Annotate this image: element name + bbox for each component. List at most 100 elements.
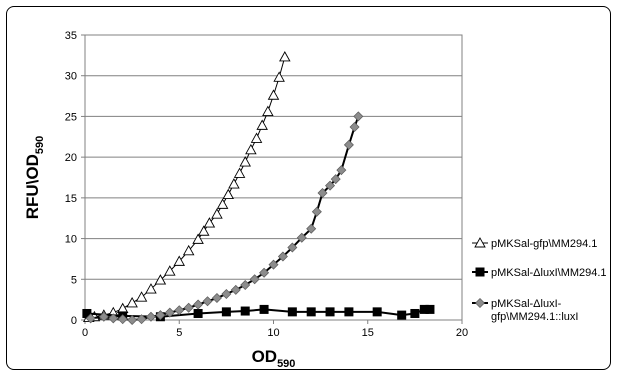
data-point bbox=[336, 165, 347, 176]
data-point bbox=[108, 313, 119, 324]
data-point bbox=[155, 310, 166, 321]
x-axis: 0 5 10 15 20 bbox=[82, 319, 468, 339]
data-point bbox=[193, 308, 203, 318]
data-point bbox=[222, 188, 235, 200]
data-point bbox=[164, 265, 176, 276]
plot-area: 0 5 10 15 20 25 30 35 0 5 10 15 20 bbox=[65, 30, 468, 339]
data-point bbox=[267, 89, 280, 100]
series-1 bbox=[83, 51, 291, 323]
data-point bbox=[277, 251, 288, 262]
x-tick-label: 0 bbox=[82, 327, 88, 339]
data-point bbox=[197, 225, 210, 236]
data-point bbox=[306, 307, 316, 317]
data-point bbox=[419, 304, 429, 314]
y-axis: 0 5 10 15 20 25 30 35 bbox=[65, 30, 85, 327]
data-point bbox=[193, 299, 204, 310]
x-axis-title: OD590 bbox=[252, 347, 296, 370]
legend-marker bbox=[475, 267, 485, 277]
legend-label-line: gfp\MM294.1::luxI bbox=[491, 311, 578, 323]
data-point bbox=[126, 296, 138, 308]
legend-label-line: pMKSal-ΔluxI\MM294.1 bbox=[491, 267, 607, 279]
data-point bbox=[154, 274, 167, 285]
data-point bbox=[250, 132, 263, 143]
legend-label: pMKSal-ΔluxI-gfp\MM294.1::luxI bbox=[491, 298, 578, 323]
y-axis-title-main: RFU\OD bbox=[23, 154, 42, 219]
legend: pMKSal-gfp\MM294.1 pMKSal-ΔluxI\MM294.1 pM… bbox=[472, 237, 607, 323]
y-tick-label: 10 bbox=[65, 234, 77, 246]
x-axis-title-sub: 590 bbox=[277, 358, 295, 370]
legend-item-2: pMKSal-ΔluxI\MM294.1 bbox=[472, 267, 607, 279]
data-point bbox=[211, 293, 222, 304]
data-point bbox=[182, 244, 195, 256]
data-point bbox=[343, 139, 354, 150]
data-point bbox=[233, 167, 246, 178]
data-point bbox=[221, 288, 232, 299]
data-point bbox=[98, 311, 109, 322]
data-point bbox=[173, 255, 186, 266]
y-tick-label: 25 bbox=[65, 111, 77, 123]
legend-label-line: pMKSal-ΔluxI- bbox=[491, 298, 562, 310]
legend-marker bbox=[475, 298, 485, 308]
series-line bbox=[90, 116, 360, 322]
data-point bbox=[273, 71, 285, 82]
data-point bbox=[221, 307, 231, 317]
data-point bbox=[353, 111, 364, 122]
data-point bbox=[239, 156, 251, 167]
data-point bbox=[262, 105, 274, 116]
data-point bbox=[249, 274, 260, 285]
data-point bbox=[344, 307, 354, 317]
x-tick-label: 5 bbox=[176, 327, 182, 339]
data-point bbox=[211, 208, 223, 219]
data-point bbox=[192, 233, 204, 244]
data-point bbox=[287, 307, 297, 317]
data-point bbox=[372, 307, 382, 317]
data-point bbox=[240, 306, 250, 316]
data-point bbox=[116, 302, 129, 314]
data-point bbox=[296, 232, 307, 243]
legend-marker bbox=[474, 237, 486, 248]
data-point bbox=[259, 304, 269, 314]
data-point bbox=[425, 304, 435, 314]
series-3 bbox=[85, 111, 364, 325]
y-tick-label: 20 bbox=[65, 152, 77, 164]
data-point bbox=[82, 308, 92, 318]
data-point bbox=[174, 305, 185, 316]
data-point bbox=[317, 187, 328, 198]
legend-item-1: pMKSal-gfp\MM294.1 bbox=[472, 237, 597, 250]
x-tick-label: 15 bbox=[362, 327, 374, 339]
data-point bbox=[164, 307, 175, 318]
data-point bbox=[325, 180, 336, 191]
data-point bbox=[117, 314, 128, 325]
data-point bbox=[279, 51, 291, 62]
legend-item-3: pMKSal-ΔluxI-gfp\MM294.1::luxI bbox=[472, 298, 578, 323]
data-point bbox=[240, 279, 251, 290]
data-point bbox=[349, 122, 360, 133]
x-axis-title-main: OD bbox=[252, 347, 278, 366]
data-point bbox=[397, 310, 407, 320]
data-point bbox=[127, 315, 138, 325]
data-point bbox=[85, 313, 96, 324]
y-axis-title: RFU\OD590 bbox=[23, 136, 46, 220]
legend-label-line: pMKSal-gfp\MM294.1 bbox=[491, 238, 597, 250]
data-point bbox=[136, 314, 147, 325]
series-layer bbox=[82, 51, 435, 325]
data-point bbox=[410, 308, 420, 318]
data-point bbox=[145, 311, 156, 322]
data-point bbox=[330, 174, 341, 185]
x-tick-label: 20 bbox=[456, 327, 468, 339]
legend-label: pMKSal-ΔluxI\MM294.1 bbox=[491, 267, 607, 279]
data-point bbox=[228, 178, 240, 189]
data-point bbox=[145, 283, 157, 294]
y-tick-label: 15 bbox=[65, 193, 77, 205]
data-point bbox=[325, 307, 335, 317]
data-point bbox=[202, 296, 213, 307]
data-point bbox=[216, 198, 229, 209]
data-point bbox=[245, 143, 257, 155]
gridlines bbox=[85, 75, 462, 280]
y-tick-label: 5 bbox=[71, 274, 77, 286]
data-point bbox=[256, 119, 268, 130]
data-point bbox=[311, 206, 322, 217]
y-tick-label: 0 bbox=[71, 315, 77, 327]
data-point bbox=[203, 217, 216, 228]
